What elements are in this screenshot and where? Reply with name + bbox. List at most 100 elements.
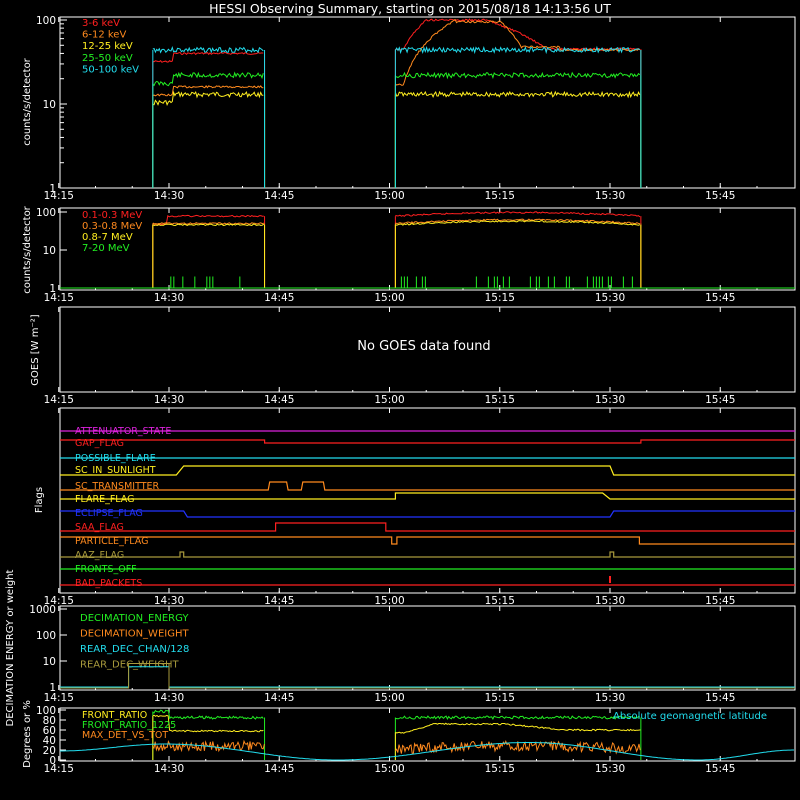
series-rear-dec-chan — [60, 666, 795, 688]
decimation-panel-xtick-label: 14:30 — [154, 692, 184, 704]
decimation-panel-xtick-label: 14:15 — [44, 692, 74, 704]
flag-line-gap-flag — [60, 439, 795, 444]
series-0-3-0-8-mev — [394, 218, 642, 288]
series-front-ratio-1225 — [152, 709, 266, 760]
rate-high-panel-frame — [59, 207, 796, 291]
ratios-ytick-label: 100 — [36, 705, 56, 717]
flag-label: ATTENUATOR_STATE — [75, 426, 171, 437]
goes-panel-xtick-label: 15:30 — [595, 394, 625, 406]
rate-high-legend-entry: 0.3-0.8 MeV — [82, 221, 142, 232]
ratios-panel-xtick-label: 15:00 — [374, 763, 404, 775]
rate-high-ylabel: counts/s/detector — [22, 205, 33, 293]
flag-label: PARTICLE_FLAG — [75, 536, 148, 547]
rate-high-ytick-label: 10 — [43, 245, 56, 257]
flags-panel-xtick-label: 15:30 — [595, 595, 625, 607]
goes-panel-xtick-label: 15:15 — [485, 394, 515, 406]
rate-low-panel-xtick-label: 14:15 — [44, 190, 74, 202]
decimation-panel-xtick-label: 15:15 — [485, 692, 515, 704]
flag-line-sc-in-sunlight — [60, 465, 795, 476]
ratios-ytick-label: 0 — [49, 755, 56, 767]
rate-low-legend-entry: 3-6 keV — [82, 18, 120, 29]
rate-low-panel-xtick-label: 15:15 — [485, 190, 515, 202]
ratios-ytick-label: 80 — [43, 715, 56, 727]
flags-panel-xtick-label: 15:00 — [374, 595, 404, 607]
flag-label: GAP_FLAG — [75, 438, 124, 449]
decimation-panel-xtick-label: 15:00 — [374, 692, 404, 704]
ratios-panel-xtick-label: 15:45 — [705, 763, 735, 775]
rate-high-panel-xtick-label: 14:15 — [44, 292, 74, 304]
ratios-ytick-label: 40 — [43, 735, 56, 747]
ratios-panel: 14:15 14:30 14:45 15:00 15:15 15:30 15:45 02040… — [22, 700, 796, 775]
ratios-legend-entry: MAX_DET_VS_TOT — [82, 730, 168, 741]
goes-panel-xtick-label: 15:45 — [705, 394, 735, 406]
goes-no-data-message: No GOES data found — [357, 339, 490, 354]
ratios-ylabel: Degrees or % — [22, 700, 33, 768]
rate-low-panel-frame — [59, 16, 796, 189]
series-3-6-kev — [394, 18, 642, 188]
rate-high-legend-entry: 7-20 MeV — [82, 243, 130, 254]
rate-low-ytick-label: 10 — [43, 99, 56, 111]
goes-panel-xtick-label: 14:15 — [44, 394, 74, 406]
series-7-20-mev — [152, 276, 265, 289]
series-max-det-vs-tot — [395, 740, 641, 755]
ratios-panel-xtick-label: 15:15 — [485, 763, 515, 775]
rate-low-legend-entry: 6-12 keV — [82, 30, 126, 41]
flags-panel-xtick-label: 15:45 — [705, 595, 735, 607]
series-0-8-7-mev — [394, 219, 642, 288]
series-rear-dec-weight — [60, 663, 795, 689]
rate-high-panel-xtick-label: 15:45 — [705, 292, 735, 304]
rate-low-legend-entry: 50-100 keV — [82, 64, 139, 75]
series-7-20-mev — [395, 276, 641, 289]
rate-low-ylabel: counts/s/detector — [22, 57, 33, 145]
rate-low-panel-xtick-label: 15:00 — [374, 190, 404, 202]
ratios-panel-xtick-label: 14:45 — [264, 763, 294, 775]
series-0-8-7-mev — [152, 223, 266, 288]
ratios-panel-frame — [59, 707, 796, 762]
series-front-ratio — [394, 722, 641, 760]
rate-high-panel-xtick-label: 14:30 — [154, 292, 184, 304]
flag-label: FLARE_FLAG — [75, 494, 135, 505]
rate-high-panel-xtick-label: 15:15 — [485, 292, 515, 304]
flags-panel-xtick-label: 14:45 — [264, 595, 294, 607]
rate-low-panel-xtick-label: 15:45 — [705, 190, 735, 202]
series-front-ratio-1225 — [394, 715, 642, 760]
flag-line-particle-flag — [60, 536, 795, 545]
series-front-ratio — [152, 714, 264, 760]
decimation-panel-xtick-label: 15:30 — [595, 692, 625, 704]
rate-low-legend-entry: 25-50 keV — [82, 53, 133, 64]
flag-line-saa-flag — [60, 522, 795, 532]
decimation-panel: 14:15 14:30 14:45 15:00 15:15 15:30 15:45 1 10 10… — [5, 569, 796, 726]
flag-label: BAD_PACKETS — [75, 578, 142, 589]
decimation-legend-entry: REAR_DEC_CHAN/128 — [80, 644, 189, 655]
series-25-50-kev — [394, 71, 642, 188]
series-25-50-kev — [152, 71, 266, 188]
flag-line-aaz-flag — [60, 551, 795, 558]
decimation-ytick-label: 100 — [36, 630, 56, 642]
goes-panel-xtick-label: 14:45 — [264, 394, 294, 406]
flag-line-flare-flag — [60, 492, 795, 500]
rate-high-panel-xtick-label: 14:45 — [264, 292, 294, 304]
flag-label: SC_TRANSMITTER — [75, 481, 160, 492]
goes-panel: 14:15 14:30 14:45 15:00 15:15 15:30 15:45 GOES … — [30, 306, 796, 406]
decimation-panel-xtick-label: 14:45 — [264, 692, 294, 704]
series-geomagnetic-latitude — [60, 742, 794, 761]
decimation-legend-entry: DECIMATION_WEIGHT — [80, 629, 189, 640]
series-50-100-kev — [394, 45, 642, 188]
rate-low-panel: 14:15 14:30 14:45 15:00 15:15 15:30 15:45 1 10 10… — [22, 15, 796, 202]
decimation-legend-entry: DECIMATION_ENERGY — [80, 613, 189, 624]
rate-high-panel-xtick-label: 15:30 — [595, 292, 625, 304]
flags-panel-frame — [59, 407, 796, 594]
flags-panel-xtick-label: 15:15 — [485, 595, 515, 607]
decimation-ytick-label: 1000 — [29, 604, 56, 616]
flag-label: FRONTS_OFF — [75, 564, 137, 575]
rate-high-ytick-label: 100 — [36, 207, 56, 219]
rate-high-ytick-label: 1 — [49, 283, 56, 295]
ratios-legend-entry: FRONT_RATIO — [82, 710, 147, 721]
ratios-legend-entry: FRONT_RATIO_1225 — [82, 720, 176, 731]
rate-high-panel-xtick-label: 15:00 — [374, 292, 404, 304]
series-6-12-kev — [394, 18, 642, 188]
rate-low-ytick-label: 100 — [36, 15, 56, 27]
flags-panel: 14:15 14:30 14:45 15:00 15:15 15:30 15:45 Flags… — [34, 407, 796, 607]
series-12-25-kev — [394, 90, 642, 188]
flags-ylabel: Flags — [34, 487, 45, 513]
